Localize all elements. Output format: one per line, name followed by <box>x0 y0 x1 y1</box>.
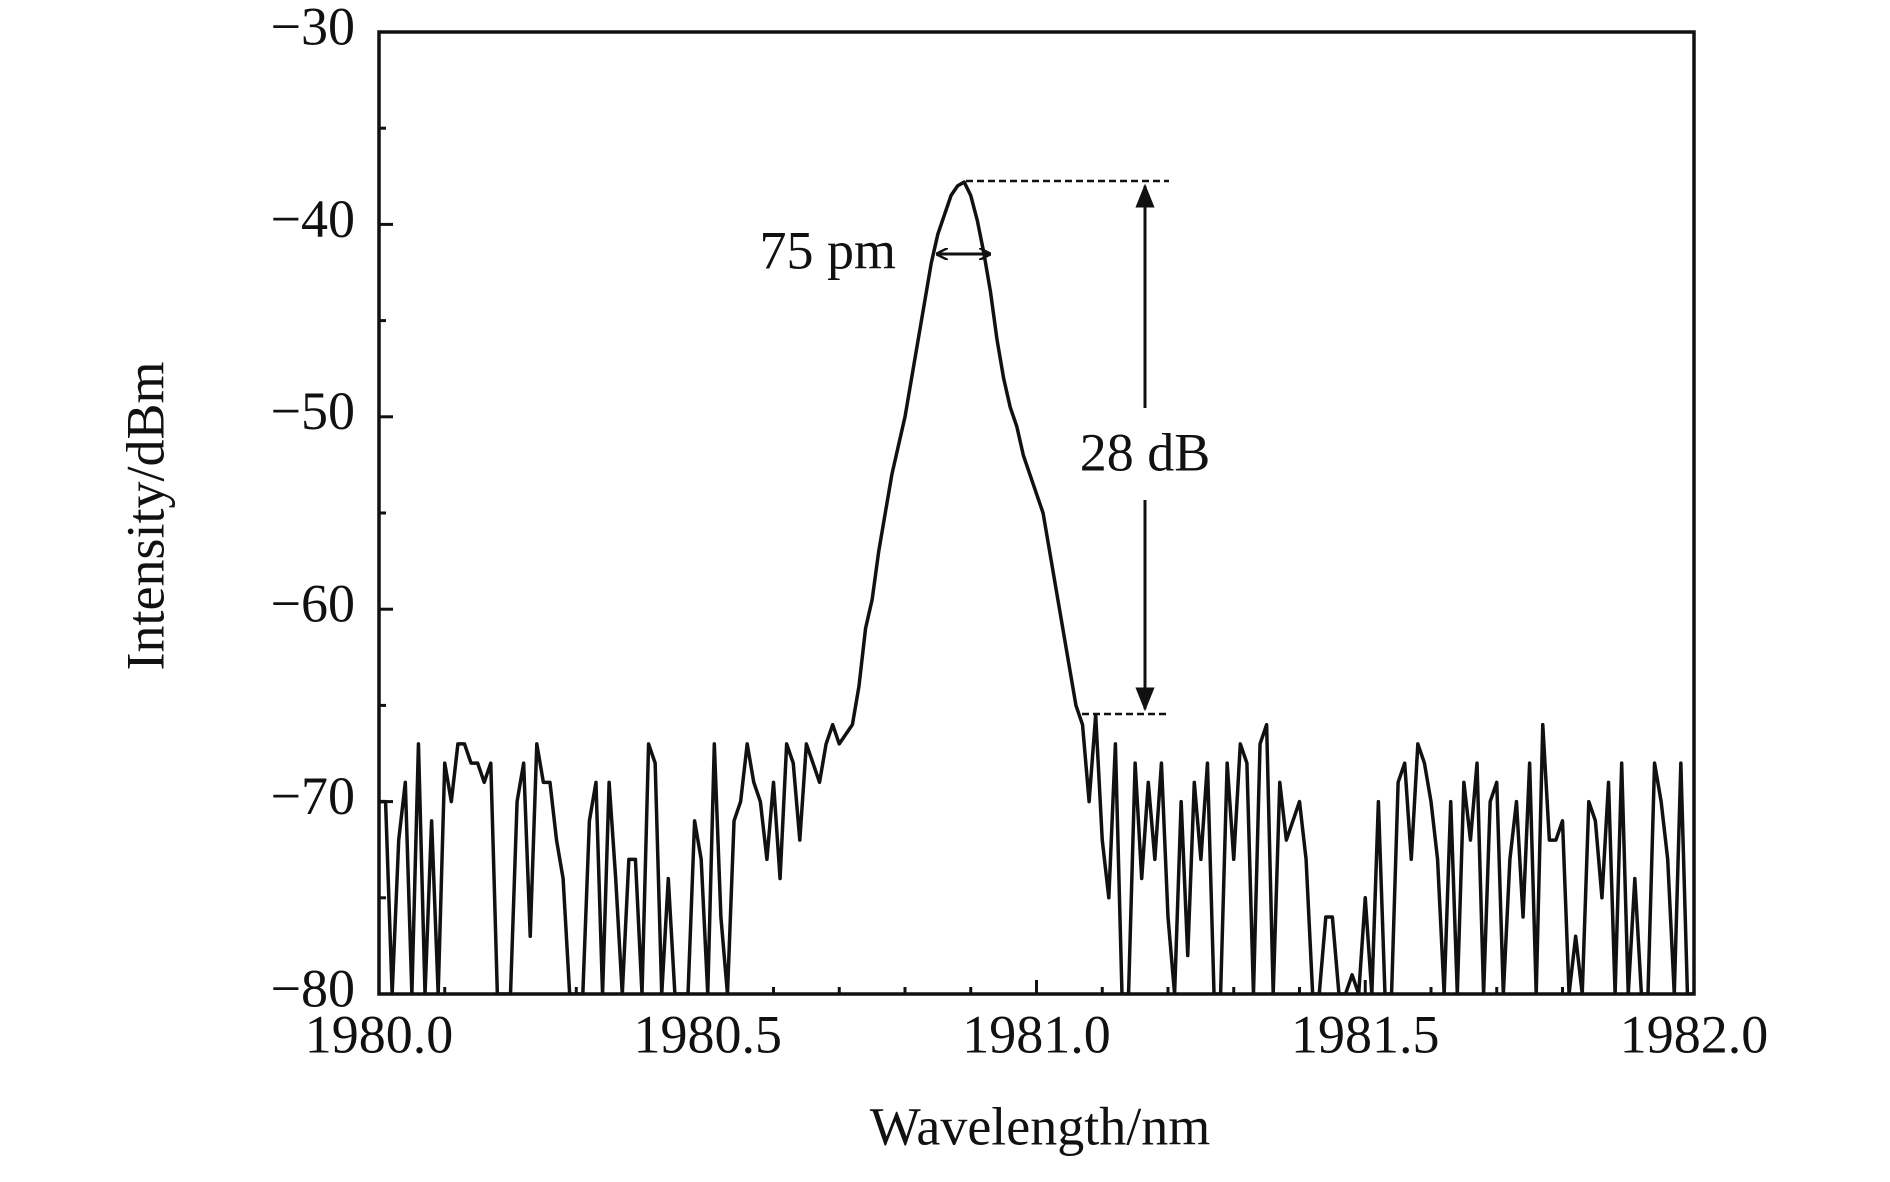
ticks: −80 −70 −60 −50 −40 −30 1980.0 1980.5 1981.0 1981… <box>271 0 1769 1064</box>
y-tick-label: −40 <box>271 189 355 249</box>
x-tick-label: 1981.5 <box>1291 1004 1440 1064</box>
y-axis-label: Intensity/dBm <box>115 362 175 671</box>
x-tick-label: 1980.0 <box>305 1004 454 1064</box>
plot-frame <box>377 30 1696 996</box>
y-tick-label: −70 <box>271 766 355 826</box>
x-tick-label: 1981.0 <box>962 1004 1111 1064</box>
x-tick-label: 1982.0 <box>1620 1004 1769 1064</box>
linewidth-annotation: 75 pm <box>759 220 896 280</box>
spectrum-line <box>379 180 1694 994</box>
x-axis-label: Wavelength/nm <box>870 1096 1211 1156</box>
y-tick-label: −50 <box>271 381 355 441</box>
y-tick-label: −80 <box>271 958 355 1018</box>
range-annotation: 28 dB <box>1080 422 1211 482</box>
y-tick-label: −60 <box>271 574 355 634</box>
y-tick-label: −30 <box>271 0 355 56</box>
x-tick-label: 1980.5 <box>634 1004 783 1064</box>
